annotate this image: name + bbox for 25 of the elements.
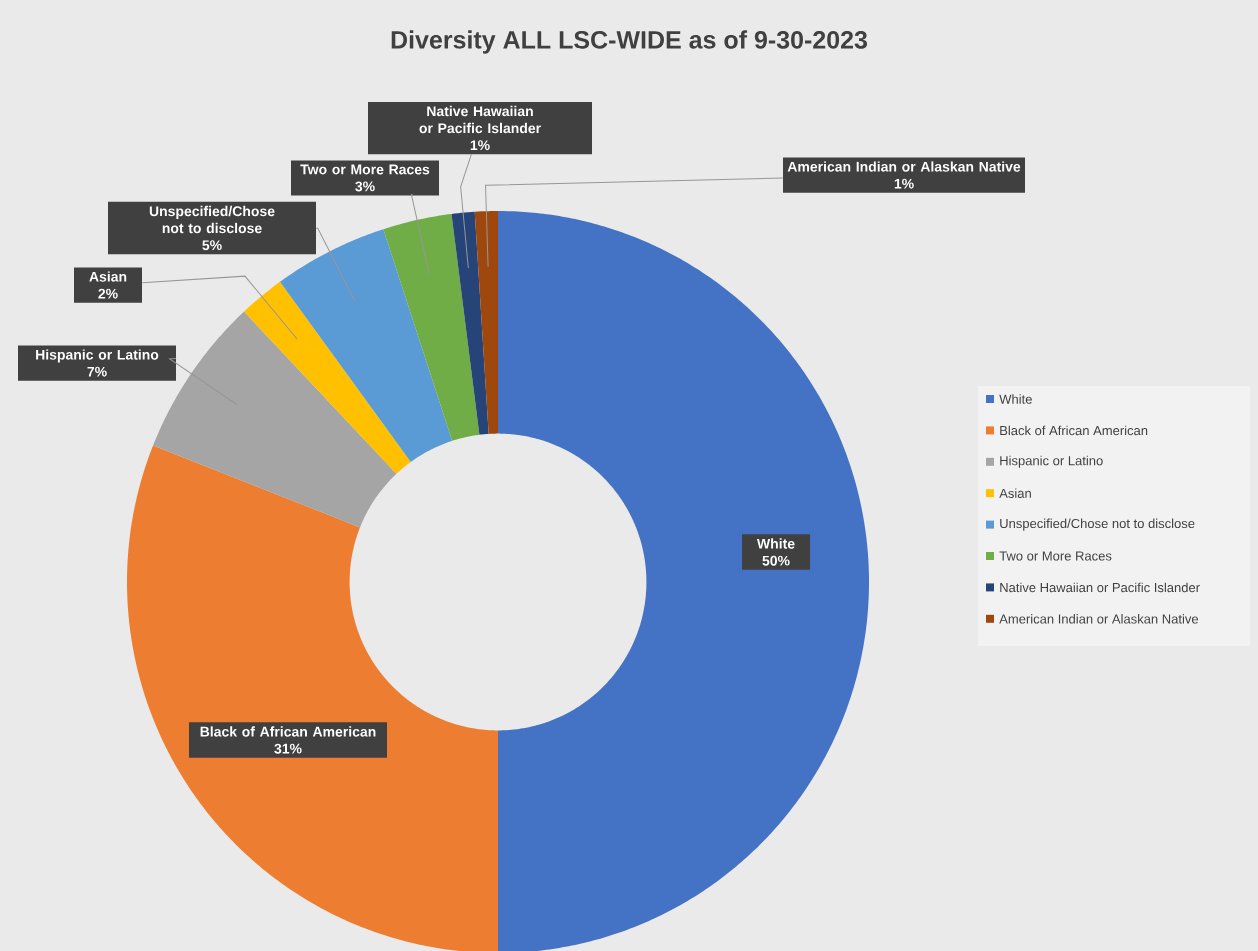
slice-label: Hispanic or Latino [36,349,159,363]
slice-label: Black of African American [200,726,376,737]
legend-label: White [999,394,1032,404]
legend-label: Native Hawaiian or Pacific Islander [1000,582,1200,593]
legend-label: Asian [999,488,1031,498]
data-label: 2% [98,288,118,299]
legend-label: American Indian or Alaskan Native [999,614,1199,624]
data-label: 31% [274,743,302,754]
legend-label: Unspecified/Chose not to disclose [1000,518,1195,531]
data-label: 50% [762,555,790,566]
slice-label: American Indian or Alaskan Native [787,161,1021,172]
legend-label: Hispanic or Latino [1000,455,1103,468]
data-label: 3% [355,181,375,192]
slice-label: White [756,538,795,549]
data-label: 1% [470,140,490,151]
chart-title: Diversity ALL LSC-WIDE as of 9-30-2023 [391,30,868,54]
slice-label: Unspecified/Chose not to disclose [149,205,275,234]
legend-label: Two or More Races [999,551,1112,561]
data-label: 1% [894,178,914,189]
slice-label: Two or More Races [300,164,430,175]
slice-label: Asian [89,271,127,282]
slice-label: Native Hawaiian or Pacific Islander [419,105,541,134]
data-label: 5% [202,240,222,251]
data-label: 7% [87,366,107,377]
legend-label: Black of African American [1000,425,1148,436]
